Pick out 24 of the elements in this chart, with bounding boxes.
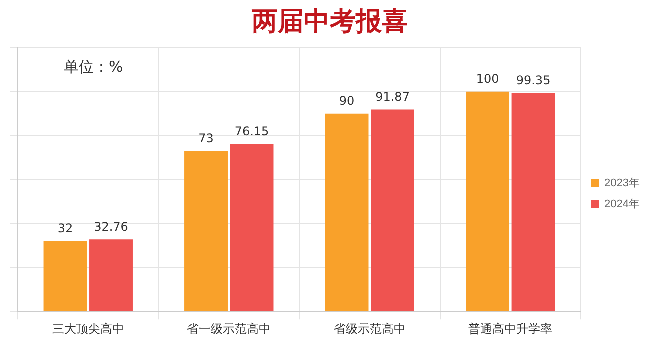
data-label: 90 bbox=[339, 94, 355, 108]
bar bbox=[90, 240, 133, 312]
x-tick-label: 普通高中升学率 bbox=[468, 322, 553, 336]
legend-label: 2023年 bbox=[604, 178, 640, 190]
legend-label: 2024年 bbox=[604, 198, 640, 211]
x-tick-label: 省一级示范高中 bbox=[187, 322, 272, 336]
bar bbox=[325, 114, 369, 312]
bar bbox=[44, 241, 88, 312]
bar bbox=[512, 93, 556, 312]
bar bbox=[184, 151, 228, 312]
data-label: 32 bbox=[58, 221, 74, 236]
data-label: 91.87 bbox=[376, 90, 410, 104]
data-label: 32.76 bbox=[94, 220, 128, 234]
chart-title: 两届中考报喜 bbox=[251, 6, 409, 39]
bar bbox=[230, 144, 274, 312]
annotation: 单位：% bbox=[64, 58, 124, 77]
data-label: 73 bbox=[198, 131, 214, 146]
data-label: 76.15 bbox=[234, 124, 270, 138]
data-label: 100 bbox=[476, 72, 500, 86]
bar bbox=[371, 110, 414, 312]
x-tick-label: 省级示范高中 bbox=[334, 322, 406, 336]
bar bbox=[466, 92, 510, 312]
x-tick-label: 三大顶尖高中 bbox=[52, 322, 124, 336]
data-label: 99.35 bbox=[516, 73, 551, 88]
